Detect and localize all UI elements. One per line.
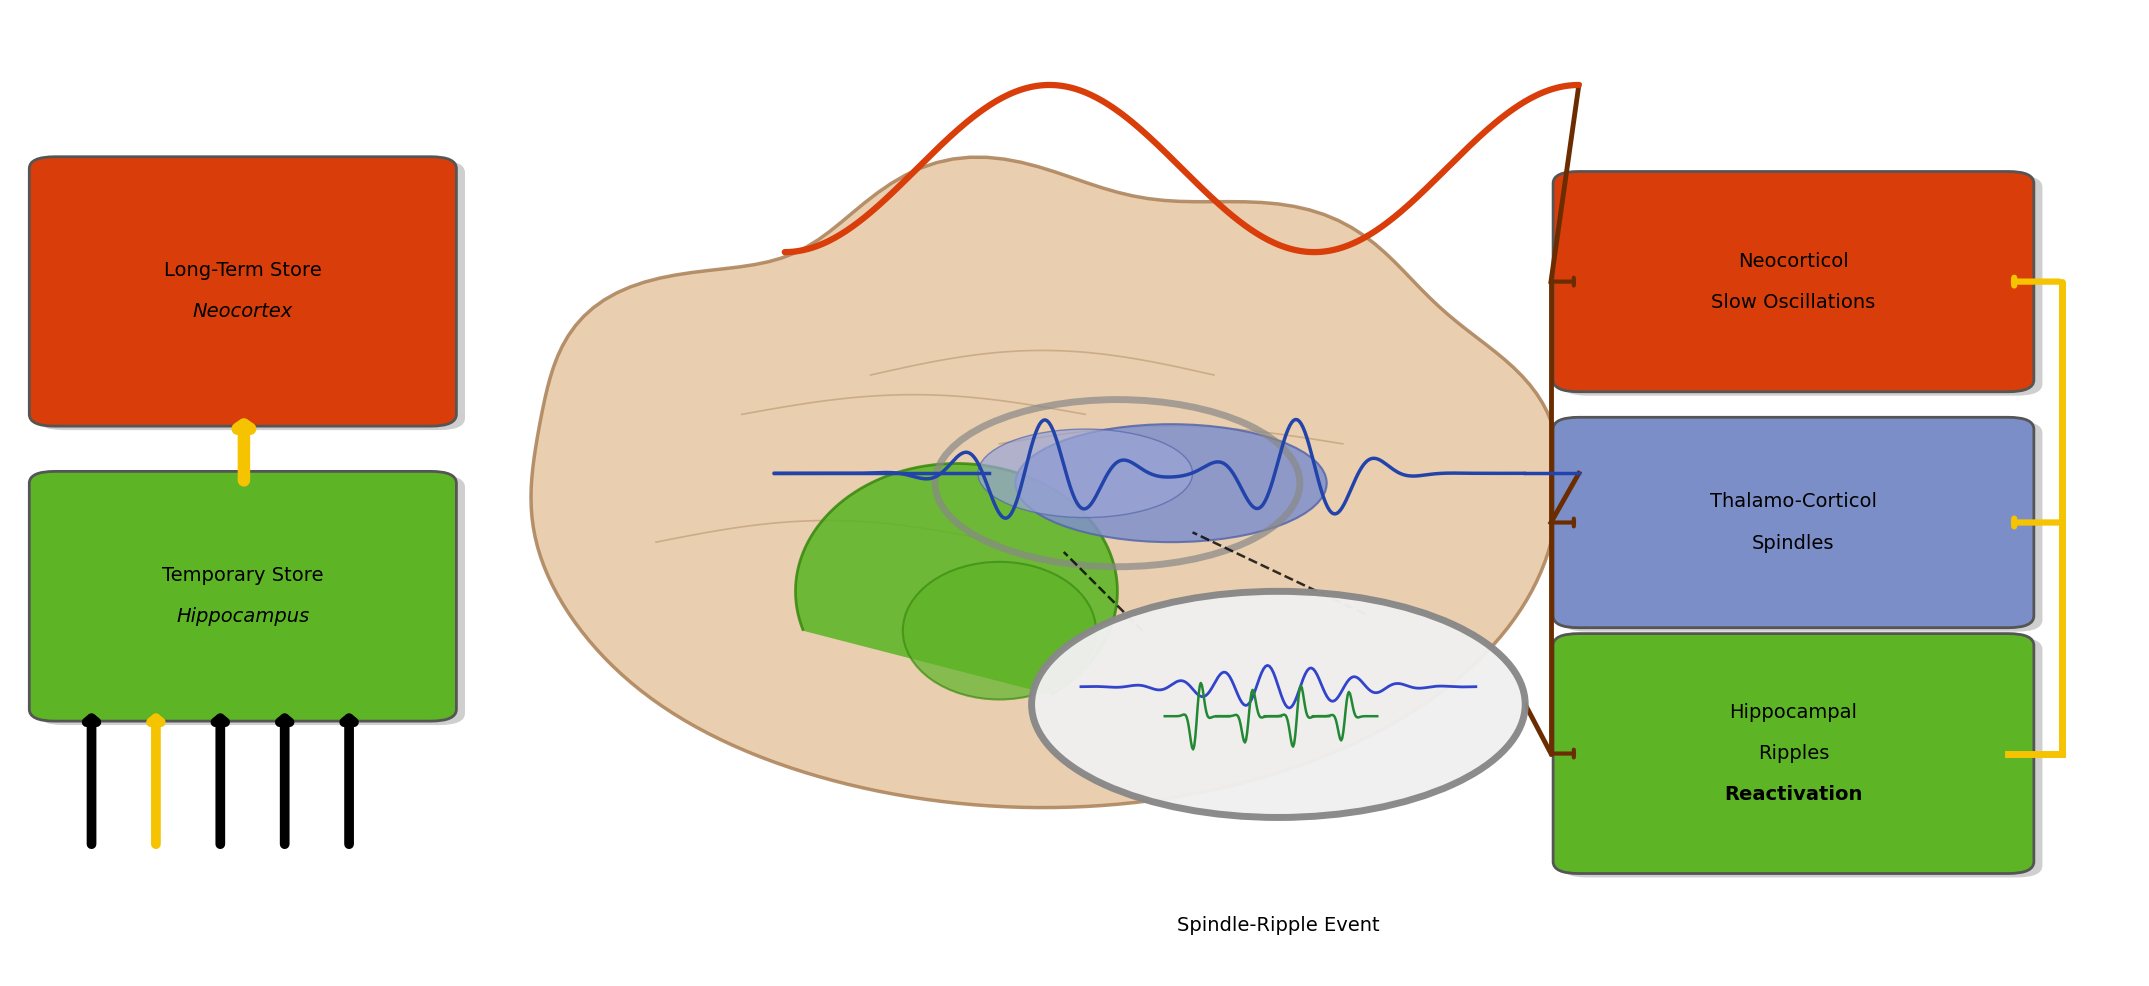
Polygon shape (795, 463, 1117, 695)
Ellipse shape (1016, 424, 1326, 542)
Text: Thalamo-Corticol: Thalamo-Corticol (1711, 492, 1876, 512)
Text: Reactivation: Reactivation (1723, 785, 1863, 805)
FancyBboxPatch shape (1562, 638, 2042, 878)
FancyBboxPatch shape (39, 475, 464, 725)
Polygon shape (531, 157, 1558, 808)
Text: Slow Oscillations: Slow Oscillations (1711, 293, 1876, 312)
Text: Neocortex: Neocortex (193, 303, 292, 321)
Text: Neocorticol: Neocorticol (1739, 251, 1848, 270)
FancyBboxPatch shape (30, 471, 456, 721)
Ellipse shape (903, 562, 1096, 699)
FancyBboxPatch shape (1562, 176, 2042, 395)
Circle shape (1032, 592, 1526, 817)
Text: Long-Term Store: Long-Term Store (163, 261, 322, 280)
Text: Spindle-Ripple Event: Spindle-Ripple Event (1178, 916, 1380, 935)
FancyBboxPatch shape (1562, 421, 2042, 632)
FancyBboxPatch shape (1554, 172, 2033, 391)
FancyBboxPatch shape (39, 161, 464, 430)
FancyBboxPatch shape (1554, 634, 2033, 874)
Ellipse shape (978, 429, 1193, 518)
Text: Spindles: Spindles (1751, 533, 1835, 552)
FancyBboxPatch shape (30, 157, 456, 426)
Text: Temporary Store: Temporary Store (161, 566, 324, 585)
Text: Hippocampus: Hippocampus (176, 607, 309, 626)
Text: Ripples: Ripples (1758, 744, 1829, 763)
FancyBboxPatch shape (1554, 417, 2033, 628)
Text: Hippocampal: Hippocampal (1730, 703, 1857, 722)
